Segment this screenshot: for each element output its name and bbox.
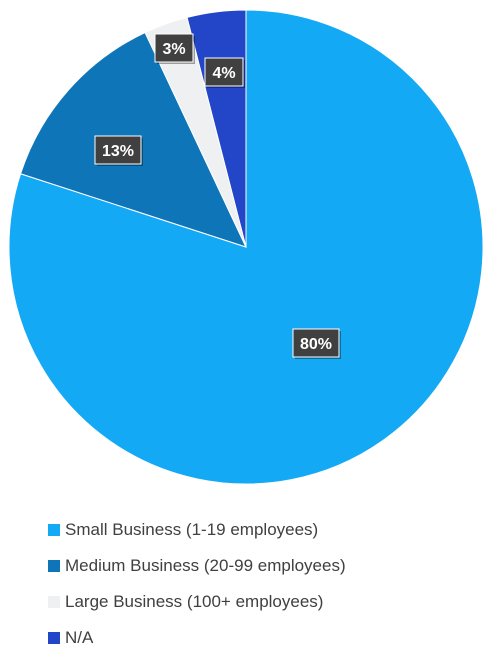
chart-legend: Small Business (1-19 employees) Medium Bu…	[48, 512, 478, 656]
legend-item-medium-business-20-99-employees: Medium Business (20-99 employees)	[48, 548, 478, 584]
legend-swatch	[48, 524, 60, 536]
data-label-n-a: 4%	[204, 57, 245, 88]
data-label-text: 13%	[102, 143, 134, 160]
pie-chart-svg: 80% 13% 3% 4%	[8, 9, 483, 485]
data-label-small-business-1-19-employees: 80%	[292, 328, 341, 359]
data-label-text: 3%	[162, 41, 185, 58]
legend-swatch	[48, 596, 60, 608]
legend-swatch	[48, 560, 60, 572]
legend-label: Medium Business (20-99 employees)	[65, 556, 346, 575]
legend-label: Large Business (100+ employees)	[65, 592, 324, 611]
data-label-text: 4%	[212, 65, 235, 82]
legend-item-small-business-1-19-employees: Small Business (1-19 employees)	[48, 512, 478, 548]
data-label-text: 80%	[300, 336, 332, 353]
legend-label: Small Business (1-19 employees)	[65, 520, 319, 539]
legend-item-large-business-100-employees: Large Business (100+ employees)	[48, 584, 478, 620]
legend-swatch	[48, 632, 60, 644]
legend-label: N/A	[65, 628, 94, 647]
data-label-medium-business-20-99-employees: 13%	[94, 135, 143, 166]
legend-item-n-a: N/A	[48, 620, 478, 656]
data-label-large-business-100-employees: 3%	[154, 33, 195, 64]
